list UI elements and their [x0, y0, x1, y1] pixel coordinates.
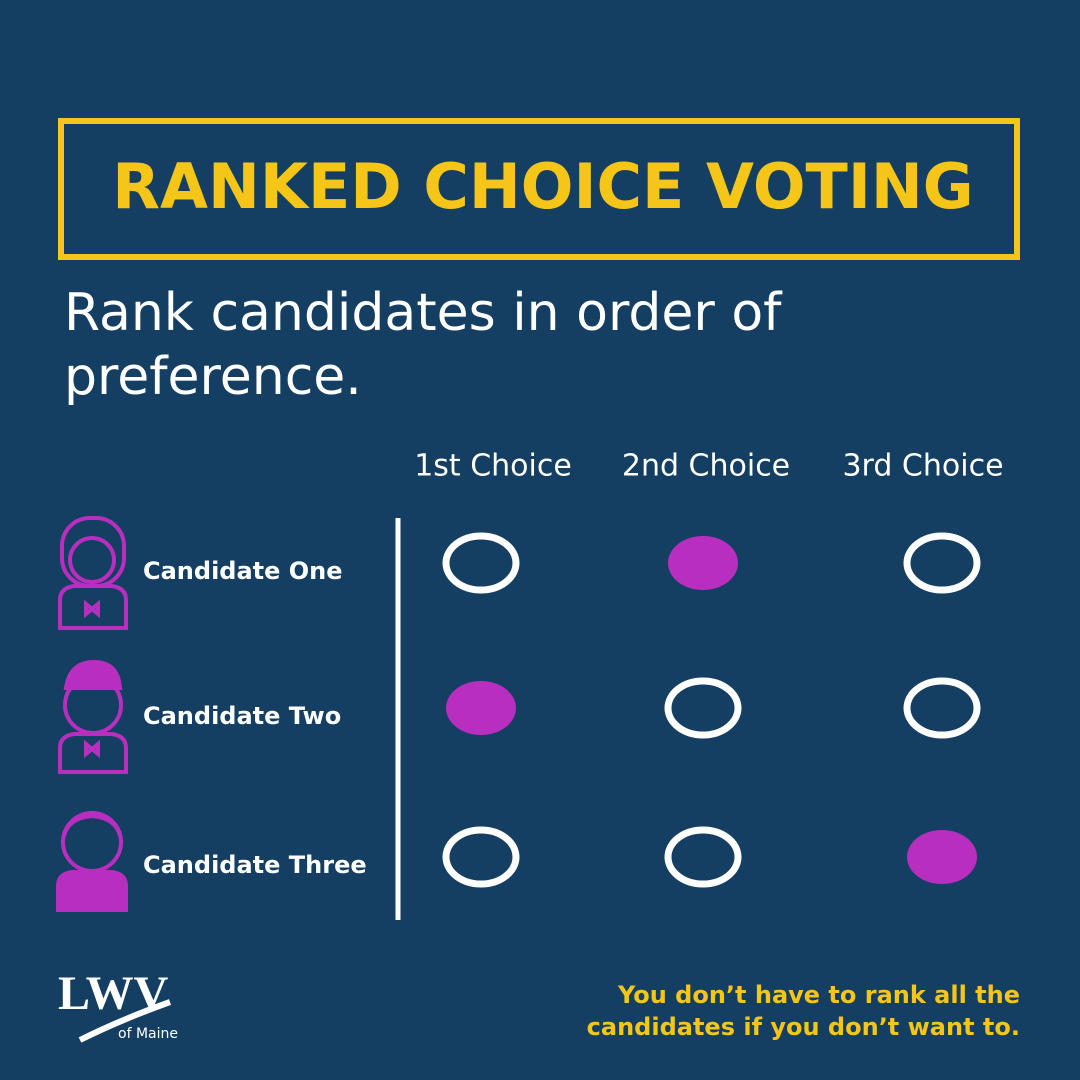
bubble-empty — [664, 677, 742, 739]
candidate-name: Candidate One — [143, 557, 343, 585]
candidate-name: Candidate Two — [143, 702, 341, 730]
bubble-filled — [446, 681, 516, 735]
note-line: You don’t have to rank all the — [617, 981, 1020, 1009]
title: RANKED CHOICE VOTING — [112, 150, 973, 223]
bubble-empty — [442, 826, 520, 888]
icon-two — [58, 659, 128, 774]
column-header: 1st Choice — [414, 449, 572, 484]
note-line: candidates if you don’t want to. — [587, 1013, 1020, 1041]
icon-three — [56, 811, 128, 912]
bubble-filled — [668, 536, 738, 590]
subtitle-line: Rank candidates in order of — [64, 283, 783, 343]
bubble-empty — [903, 532, 981, 594]
candidate-icons — [56, 516, 128, 912]
bubble-empty — [664, 826, 742, 888]
title-box — [58, 118, 1020, 260]
bubble-filled — [907, 830, 977, 884]
candidate-name: Candidate Three — [143, 851, 367, 879]
column-header: 3rd Choice — [842, 449, 1003, 484]
logo-place: of Maine — [118, 1026, 178, 1042]
bubble-empty — [442, 532, 520, 594]
column-header: 2nd Choice — [622, 449, 790, 484]
logo-swoosh — [78, 999, 172, 1043]
icon-one — [58, 516, 128, 630]
subtitle-line: preference. — [64, 347, 362, 407]
logo-name: LWV — [58, 967, 169, 1020]
bubble-empty — [903, 677, 981, 739]
